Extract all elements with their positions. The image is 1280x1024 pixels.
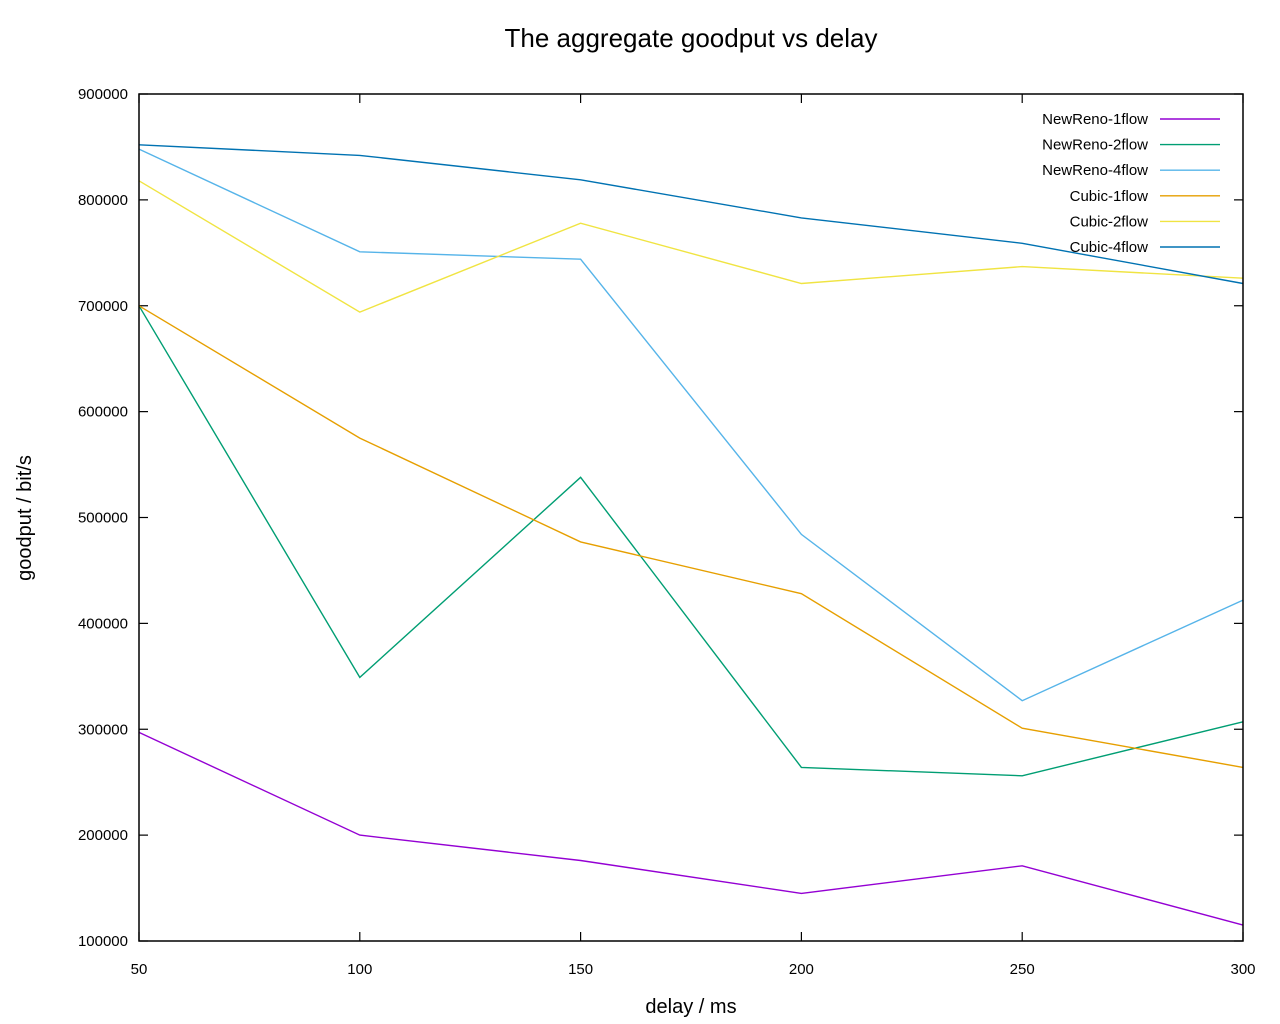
legend-label: NewReno-2flow: [1042, 137, 1148, 154]
x-tick-label: 50: [131, 961, 148, 978]
x-tick-label: 250: [1010, 961, 1035, 978]
x-tick-label: 200: [789, 961, 814, 978]
legend-label: NewReno-1flow: [1042, 111, 1148, 128]
legend: NewReno-1flow NewReno-2flow NewReno-4flow C…: [1042, 111, 1220, 256]
y-tick-label: 900000: [78, 86, 128, 103]
x-axis-label: delay / ms: [645, 996, 736, 1018]
y-tick-label: 700000: [78, 298, 128, 315]
y-tick-label: 400000: [78, 615, 128, 632]
plot-frame: [138, 93, 1244, 942]
chart-title: The aggregate goodput vs delay: [505, 23, 878, 53]
series-line-newreno-2flow: [138, 305, 1244, 777]
series-line-newreno-4flow: [138, 148, 1244, 702]
legend-label: Cubic-4flow: [1070, 239, 1149, 256]
legend-label: Cubic-2flow: [1070, 213, 1149, 230]
y-tick-label: 100000: [78, 933, 128, 950]
series-line-cubic-1flow: [138, 305, 1244, 769]
series-lines: [138, 144, 1244, 926]
y-tick-label: 800000: [78, 192, 128, 209]
x-tick-label: 100: [347, 961, 372, 978]
legend-label: Cubic-1flow: [1070, 188, 1149, 205]
x-tick-label: 300: [1230, 961, 1255, 978]
series-line-cubic-2flow: [138, 180, 1244, 313]
y-tick-label: 600000: [78, 404, 128, 421]
y-tick-label: 200000: [78, 827, 128, 844]
y-axis-label: goodput / bit/s: [14, 455, 36, 581]
y-tick-label: 300000: [78, 721, 128, 738]
x-tick-label: 150: [568, 961, 593, 978]
series-line-cubic-4flow: [138, 144, 1244, 285]
y-tick-label: 500000: [78, 510, 128, 527]
series-line-newreno-1flow: [138, 731, 1244, 926]
legend-label: NewReno-4flow: [1042, 162, 1148, 179]
